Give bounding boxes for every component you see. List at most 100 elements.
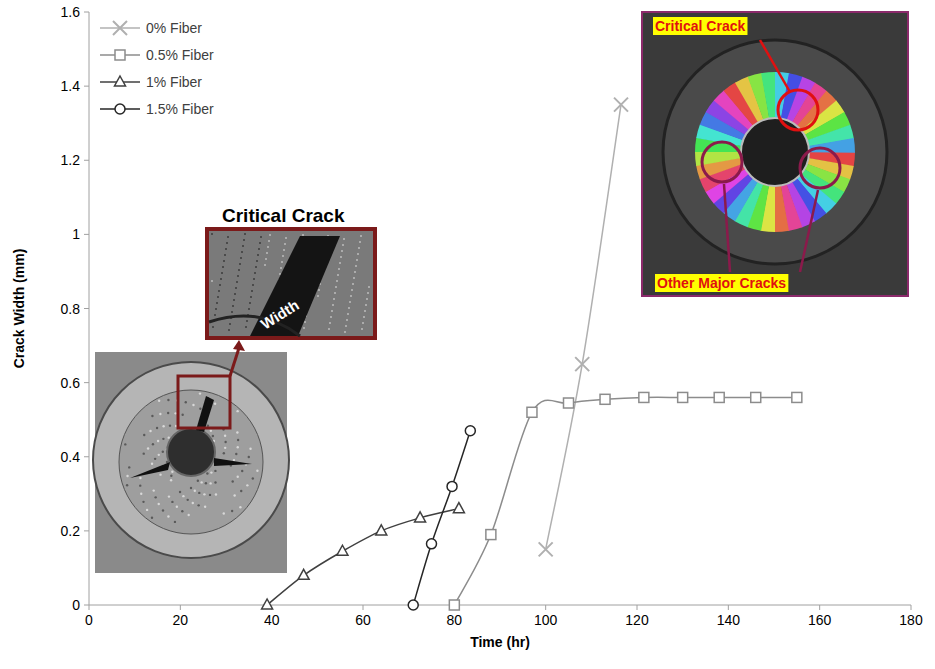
zoom-texture [243, 239, 245, 241]
legend-marker [115, 76, 126, 86]
photo-crack [214, 458, 252, 466]
photo-hole [167, 428, 215, 476]
zoom-texture [329, 322, 331, 324]
annotation: Other Major Cracks [657, 275, 786, 291]
photo-texture [214, 481, 216, 483]
photo-texture [231, 510, 233, 512]
zoom-texture [283, 249, 285, 251]
photo-texture [197, 480, 199, 482]
annotation-background [655, 274, 788, 292]
photo-texture [209, 494, 211, 496]
x-tick [728, 605, 729, 610]
zoom-arrow [230, 348, 239, 376]
x-tick [637, 605, 638, 610]
x-tick [545, 605, 546, 610]
zoom-texture [238, 269, 240, 271]
stress-photo [642, 12, 908, 296]
zoom-texture [235, 287, 237, 289]
photo-texture [214, 470, 216, 472]
zoom-texture [317, 295, 319, 297]
page: {"chart_data": { "type": "line", "x_labe… [0, 0, 935, 669]
zoom-texture [216, 302, 218, 304]
photo-texture [126, 484, 128, 486]
photo-texture [190, 487, 192, 489]
y-tick-label: 1.6 [61, 4, 81, 20]
x-tick [89, 605, 90, 610]
photo-texture [167, 399, 169, 401]
series [408, 426, 475, 610]
y-tick-label: 0.6 [61, 375, 81, 391]
zoom-texture [233, 299, 235, 301]
photo-texture [151, 415, 153, 417]
marker [714, 392, 724, 402]
zoom-texture [240, 257, 242, 259]
photo-texture [192, 502, 194, 504]
zoom-texture [350, 295, 352, 297]
legend-label: 0.5% Fiber [146, 47, 214, 63]
photo-texture [249, 448, 251, 450]
photo-texture [205, 482, 207, 484]
photo-texture [181, 510, 183, 512]
photo-specimen [119, 390, 263, 534]
marker [453, 503, 464, 513]
zoom-box [178, 376, 230, 428]
photo-texture [198, 492, 200, 494]
series-line [267, 509, 459, 605]
photo-texture [149, 430, 151, 432]
major-circle [800, 148, 840, 188]
zoom-texture [346, 319, 348, 321]
zoom-texture [330, 316, 332, 318]
photo-texture [170, 475, 172, 477]
photo-texture [233, 459, 235, 461]
zoom-texture [245, 326, 247, 328]
photo-texture [199, 408, 201, 410]
photo-texture [237, 476, 239, 478]
photo-texture [159, 413, 161, 415]
zoom-texture [345, 325, 347, 327]
y-tick [84, 160, 89, 161]
photo-texture [158, 503, 160, 505]
photo-texture [204, 506, 206, 508]
series [539, 98, 628, 557]
y-tick-label: 0.8 [61, 301, 81, 317]
marker [751, 392, 761, 402]
photo-texture [139, 477, 141, 479]
photo-texture [151, 463, 153, 465]
photo-texture [224, 441, 226, 443]
photo-texture [252, 477, 254, 479]
series-line [454, 397, 796, 605]
x-tick [911, 605, 912, 610]
zoom-texture [226, 242, 228, 244]
zoom-texture [334, 292, 336, 294]
zoom-texture [341, 250, 343, 252]
zoom-texture [242, 245, 244, 247]
critical-circle [778, 90, 818, 130]
zoom-texture [364, 310, 366, 312]
zoom-texture [214, 314, 216, 316]
zoom-texture [267, 246, 269, 248]
x-tick-label: 120 [625, 612, 649, 628]
zoom-texture [250, 296, 252, 298]
photo-texture [153, 489, 155, 491]
annotation: Critical Crack [222, 205, 345, 226]
zoom-texture [266, 252, 268, 254]
zoom-texture [338, 268, 340, 270]
zoom-texture [222, 266, 224, 268]
marker [376, 525, 387, 535]
zoom-texture [257, 254, 259, 256]
major-arrow [800, 190, 818, 272]
x-tick-label: 80 [447, 612, 463, 628]
zoom-texture [239, 263, 241, 265]
zoom-texture [246, 320, 248, 322]
zoom-texture [332, 304, 334, 306]
zoom-texture [280, 267, 282, 269]
y-tick-label: 0.4 [61, 449, 81, 465]
zoom-texture [365, 304, 367, 306]
zoom-texture [265, 258, 267, 260]
y-tick [84, 86, 89, 87]
photo-texture [248, 456, 250, 458]
y-tick-label: 0.2 [61, 523, 81, 539]
marker [639, 392, 649, 402]
photo-texture [162, 425, 164, 427]
x-tick [180, 605, 181, 610]
